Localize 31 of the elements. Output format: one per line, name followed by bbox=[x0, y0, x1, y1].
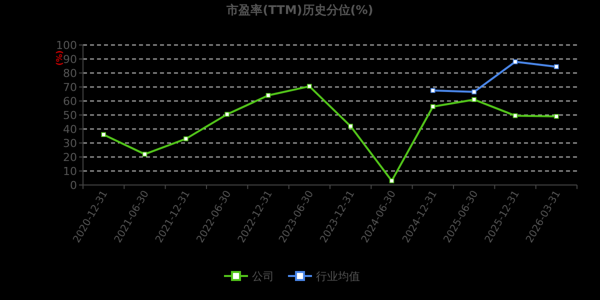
y-tick-label: 90 bbox=[63, 53, 77, 66]
legend-label: 公司 bbox=[252, 270, 274, 283]
point bbox=[554, 114, 559, 119]
chart-title: 市盈率(TTM)历史分位(%) bbox=[226, 3, 374, 17]
y-tick-label: 40 bbox=[63, 123, 77, 136]
y-tick-label: 70 bbox=[63, 81, 77, 94]
point bbox=[348, 124, 353, 129]
point bbox=[472, 90, 476, 94]
y-tick-label: 80 bbox=[63, 67, 77, 80]
y-tick-label: 10 bbox=[63, 165, 77, 178]
point bbox=[512, 59, 518, 64]
y-tick-label: 0 bbox=[70, 179, 77, 192]
point bbox=[430, 104, 436, 109]
point bbox=[224, 112, 230, 117]
y-axis-title: (%) bbox=[55, 50, 64, 66]
point bbox=[101, 132, 106, 137]
point bbox=[142, 152, 148, 157]
y-tick-label: 60 bbox=[63, 95, 77, 108]
point bbox=[184, 136, 188, 142]
point bbox=[307, 84, 312, 89]
legend-label: 行业均值 bbox=[316, 270, 360, 283]
point bbox=[430, 88, 436, 93]
y-tick-label: 20 bbox=[63, 151, 77, 164]
point bbox=[389, 178, 394, 184]
point bbox=[472, 97, 476, 102]
y-tick-label: 100 bbox=[56, 39, 77, 52]
point bbox=[266, 93, 271, 98]
y-tick-label: 50 bbox=[63, 109, 77, 122]
point bbox=[512, 113, 518, 118]
y-tick-label: 30 bbox=[63, 137, 77, 150]
point bbox=[554, 64, 559, 70]
